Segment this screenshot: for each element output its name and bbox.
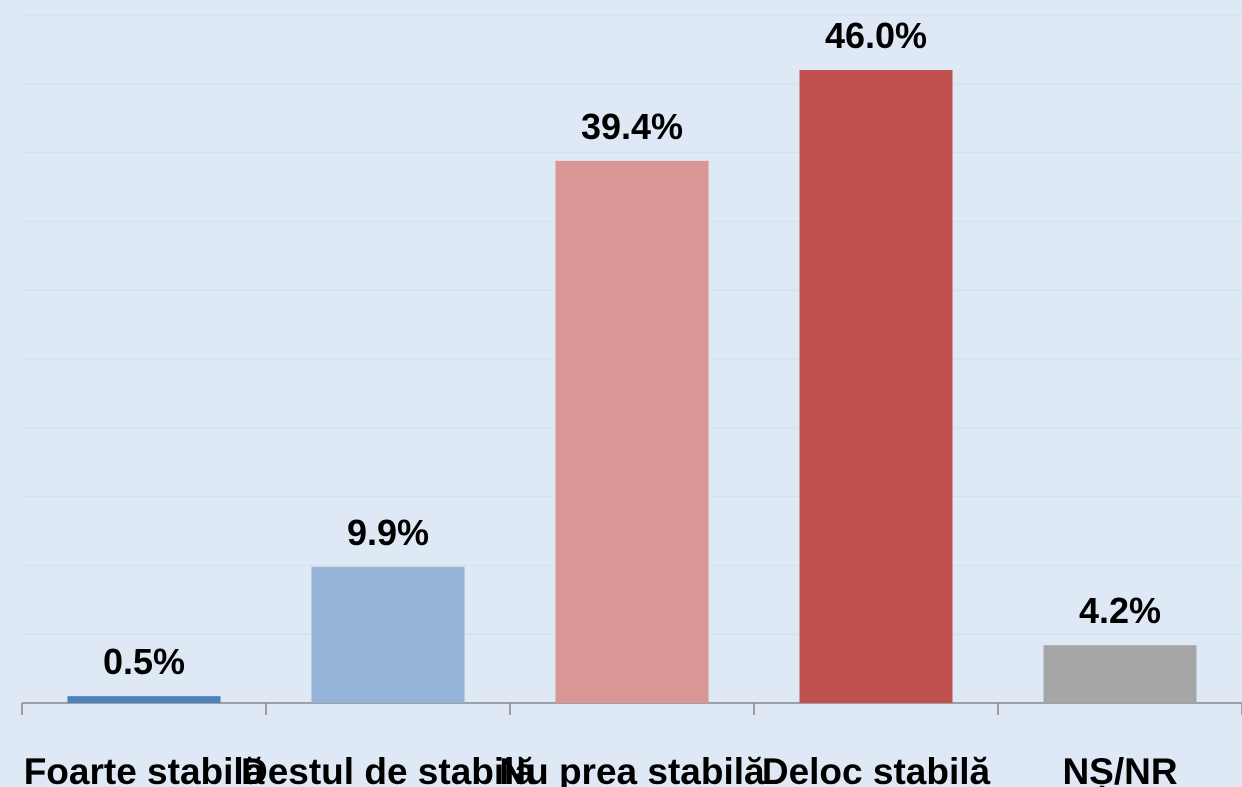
x-tick-label: Deloc stabilă [762,751,991,787]
value-label: 0.5% [103,641,185,682]
bar [799,70,953,704]
value-label: 39.4% [581,106,683,147]
bar [1043,645,1197,703]
x-tick-label: NȘ/NR [1062,751,1177,787]
bar [67,696,221,703]
bar [311,566,465,703]
value-label: 46.0% [825,15,927,56]
x-tick-label: Foarte stabilă [24,751,265,787]
value-label: 9.9% [347,512,429,553]
x-tick-label: Destul de stabilă [241,751,535,787]
bar [555,160,709,703]
x-tick-label: Nu prea stabilă [499,751,765,787]
value-label: 4.2% [1079,590,1161,631]
